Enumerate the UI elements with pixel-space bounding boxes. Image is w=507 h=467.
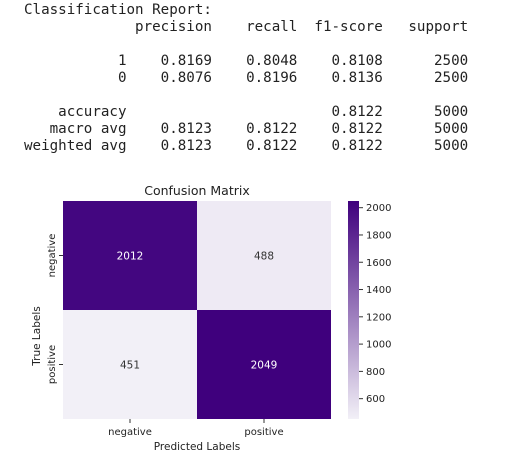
colorbar-tick-label: 1600 <box>366 258 391 269</box>
heatmap-cell <box>197 201 331 310</box>
colorbar-tick-label: 1400 <box>366 285 391 296</box>
y-tick-label: positive <box>47 345 58 384</box>
x-tick-label: positive <box>244 427 283 438</box>
confusion-matrix-figure: Confusion Matrix 2012 488 451 2049 negative… <box>31 183 391 453</box>
report-row: weighted avg 0.8123 0.8122 0.8122 5000 <box>24 138 469 154</box>
heatmap-axes: negative positive negative positive <box>47 234 284 438</box>
report-row: macro avg 0.8123 0.8122 0.8122 5000 <box>49 121 469 137</box>
report-header: precision recall f1-score support <box>135 19 469 35</box>
colorbar-gradient <box>348 201 359 419</box>
colorbar: 600 800 1000 1200 1400 1600 1800 2000 <box>348 201 391 419</box>
y-tick-label: negative <box>47 234 58 278</box>
colorbar-tick-label: 1800 <box>366 230 391 241</box>
x-tick-label: negative <box>108 427 152 438</box>
heatmap-cell <box>63 310 197 419</box>
colorbar-tick-label: 1000 <box>366 340 391 351</box>
report-title: Classification Report: <box>24 2 212 18</box>
y-axis-label: True Labels <box>31 306 43 366</box>
report-row: accuracy 0.8122 5000 <box>58 104 469 120</box>
report-row: 0 0.8076 0.8196 0.8136 2500 <box>117 70 469 86</box>
classification-report: Classification Report: precision recall … <box>24 2 468 155</box>
colorbar-tick-label: 1200 <box>366 312 391 323</box>
colorbar-tick-label: 2000 <box>366 203 391 214</box>
chart-title: Confusion Matrix <box>144 183 250 198</box>
colorbar-tick-label: 600 <box>366 394 385 405</box>
heatmap-cells: 2012 488 451 2049 <box>63 201 331 419</box>
heatmap-cell <box>197 310 331 419</box>
report-row: 1 0.8169 0.8048 0.8108 2500 <box>117 53 469 69</box>
colorbar-tick-label: 800 <box>366 367 385 378</box>
x-axis-label: Predicted Labels <box>154 441 240 453</box>
cell-value: 2012 <box>117 251 144 263</box>
heatmap-cell <box>63 201 197 310</box>
cell-value: 488 <box>254 251 274 263</box>
cell-value: 2049 <box>251 360 278 372</box>
cell-value: 451 <box>120 360 140 372</box>
